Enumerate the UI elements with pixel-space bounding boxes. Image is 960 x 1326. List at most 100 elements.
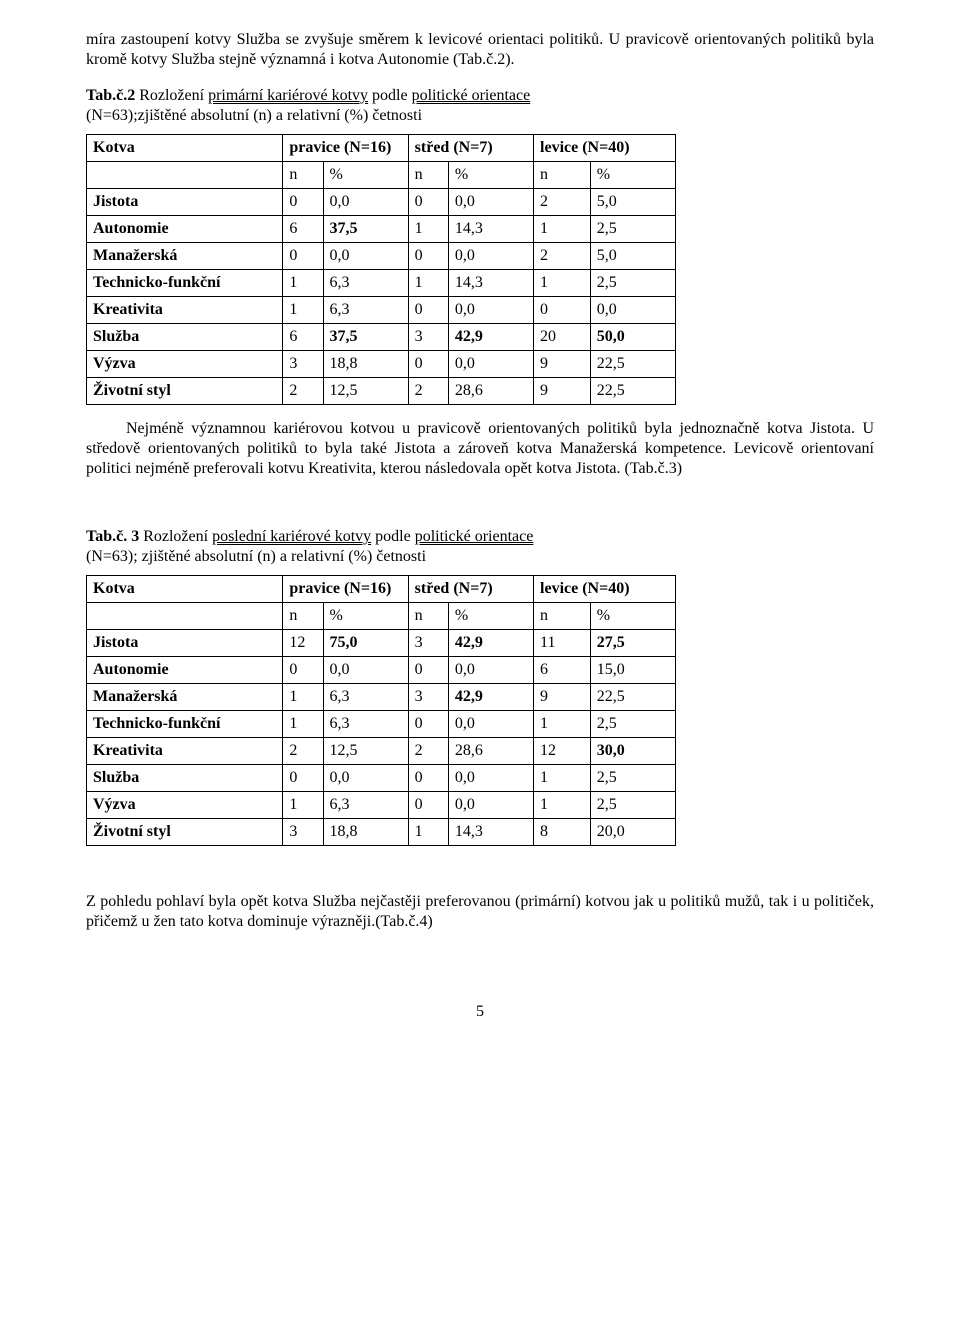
cell: 3: [408, 684, 448, 711]
cell: 0,0: [448, 765, 533, 792]
cell: 15,0: [590, 657, 675, 684]
cell: 37,5: [323, 324, 408, 351]
cell: n: [534, 603, 591, 630]
cell: 22,5: [590, 378, 675, 405]
cell: 37,5: [323, 216, 408, 243]
cell: 1: [534, 216, 591, 243]
cell: 6,3: [323, 684, 408, 711]
page: míra zastoupení kotvy Služba se zvyšuje …: [0, 0, 960, 1062]
cell: 22,5: [590, 684, 675, 711]
cell: 1: [283, 792, 323, 819]
page-number: 5: [86, 1002, 874, 1022]
cell: Výzva: [87, 351, 283, 378]
cell: 50,0: [590, 324, 675, 351]
cell: Kreativita: [87, 297, 283, 324]
cell: 2,5: [590, 765, 675, 792]
cell: 1: [283, 270, 323, 297]
cell: 6: [283, 216, 323, 243]
cell: %: [448, 603, 533, 630]
cell: 6: [283, 324, 323, 351]
cell: 0: [408, 189, 448, 216]
cell: Technicko-funkční: [87, 711, 283, 738]
cell: 0: [408, 297, 448, 324]
cell: Manažerská: [87, 684, 283, 711]
cell: 18,8: [323, 351, 408, 378]
table-row: Výzva318,800,0922,5: [87, 351, 676, 378]
cell: 2,5: [590, 792, 675, 819]
cell: 0: [283, 189, 323, 216]
table1-caption-note: (N=63);zjištěné absolutní (n) a relativn…: [86, 107, 422, 124]
cell: 1: [408, 270, 448, 297]
table1-caption-r1: Rozložení: [139, 87, 208, 104]
cell: 2: [534, 189, 591, 216]
cell: 2: [283, 378, 323, 405]
table2-caption-u1: poslední kariérové kotvy: [212, 528, 371, 545]
cell: 14,3: [448, 216, 533, 243]
col-levice: levice (N=40): [534, 576, 676, 603]
cell: 1: [283, 297, 323, 324]
col-kotva: Kotva: [87, 576, 283, 603]
cell: [87, 603, 283, 630]
cell: n: [534, 162, 591, 189]
table1: Kotva pravice (N=16) střed (N=7) levice …: [86, 134, 676, 405]
cell: Autonomie: [87, 216, 283, 243]
table-row: Manažerská00,000,025,0: [87, 243, 676, 270]
cell: 22,5: [590, 351, 675, 378]
cell: 28,6: [448, 378, 533, 405]
cell: 0,0: [448, 792, 533, 819]
cell: 2: [534, 243, 591, 270]
cell: 42,9: [448, 630, 533, 657]
table-row: Jistota00,000,025,0: [87, 189, 676, 216]
cell: 6,3: [323, 792, 408, 819]
cell: 18,8: [323, 819, 408, 846]
col-kotva: Kotva: [87, 135, 283, 162]
cell: 0,0: [323, 243, 408, 270]
cell: 28,6: [448, 738, 533, 765]
table-row: Autonomie637,5114,312,5: [87, 216, 676, 243]
cell: 3: [408, 630, 448, 657]
cell: 14,3: [448, 270, 533, 297]
table-row: Autonomie00,000,0615,0: [87, 657, 676, 684]
cell: 9: [534, 351, 591, 378]
table1-caption: Tab.č.2 Rozložení primární kariérové kot…: [86, 86, 874, 126]
table-row: Jistota1275,0342,91127,5: [87, 630, 676, 657]
table-row: n % n % n %: [87, 603, 676, 630]
cell: 8: [534, 819, 591, 846]
cell: 42,9: [448, 324, 533, 351]
cell: 0: [283, 243, 323, 270]
table1-caption-lead: Tab.č.2: [86, 87, 139, 104]
cell: Kreativita: [87, 738, 283, 765]
cell: Životní styl: [87, 819, 283, 846]
cell: n: [408, 603, 448, 630]
cell: Jistota: [87, 630, 283, 657]
cell: 0: [534, 297, 591, 324]
cell: 0: [408, 765, 448, 792]
cell: 14,3: [448, 819, 533, 846]
table1-caption-u1: primární kariérové kotvy: [208, 87, 368, 104]
cell: 9: [534, 684, 591, 711]
cell: 6,3: [323, 711, 408, 738]
col-pravice: pravice (N=16): [283, 576, 408, 603]
cell: 12: [534, 738, 591, 765]
cell: 12: [283, 630, 323, 657]
table-row: Výzva16,300,012,5: [87, 792, 676, 819]
cell: 0,0: [448, 351, 533, 378]
cell: Jistota: [87, 189, 283, 216]
cell: n: [283, 162, 323, 189]
cell: 0: [283, 765, 323, 792]
table2-caption-note: (N=63); zjištěné absolutní (n) a relativ…: [86, 548, 426, 565]
cell: Výzva: [87, 792, 283, 819]
cell: 1: [283, 711, 323, 738]
cell: 9: [534, 378, 591, 405]
table1-caption-r2: podle: [368, 87, 412, 104]
cell: 0,0: [448, 189, 533, 216]
cell: Manažerská: [87, 243, 283, 270]
col-levice: levice (N=40): [534, 135, 676, 162]
cell: 2,5: [590, 270, 675, 297]
cell: 2,5: [590, 216, 675, 243]
cell: Autonomie: [87, 657, 283, 684]
cell: 1: [534, 765, 591, 792]
cell: 27,5: [590, 630, 675, 657]
table2-caption-u2: politické orientace: [415, 528, 534, 545]
cell: 1: [534, 711, 591, 738]
